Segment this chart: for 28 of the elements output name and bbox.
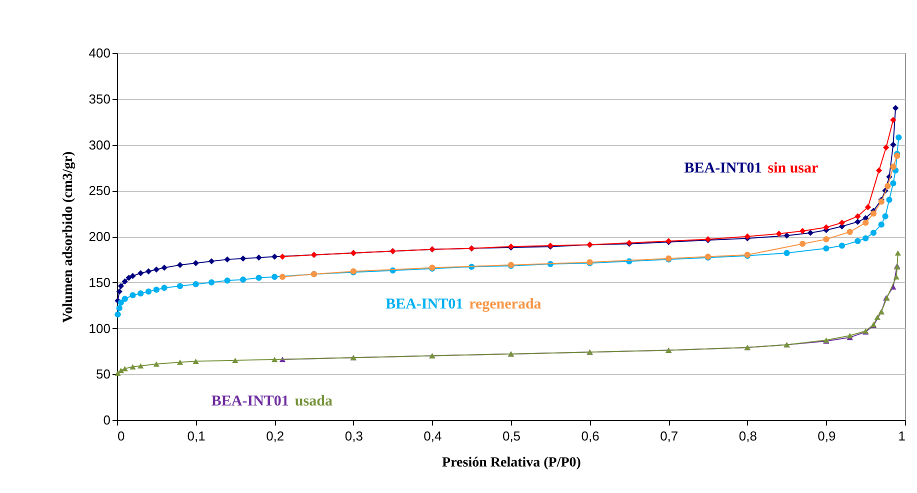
y-tick-label: 250: [88, 183, 110, 198]
text: regenerada: [469, 296, 542, 312]
x-tick-label: 0,7: [660, 428, 678, 444]
text: sin usar: [768, 160, 819, 177]
y-tick-label: 200: [88, 229, 110, 244]
x-tick-label: 1: [898, 428, 906, 444]
y-tick-label: 300: [88, 137, 110, 152]
x-tick-label: 0,9: [818, 428, 836, 444]
text: usada: [294, 394, 333, 410]
y-tick-label: 50: [96, 366, 110, 382]
text: BEA-INT01: [684, 160, 762, 177]
series-label: BEA-INT01: [386, 296, 464, 312]
x-tick-label: 0,3: [344, 428, 363, 444]
x-tick-label: 0,6: [581, 428, 600, 444]
x-tick-label: 0,4: [424, 428, 442, 444]
y-tick-label: 100: [88, 320, 110, 336]
y-tick-label: 400: [88, 46, 110, 60]
x-tick-label: 0,5: [502, 428, 521, 444]
x-tick-label: 0,8: [738, 428, 757, 444]
y-tick-label: 350: [88, 91, 110, 106]
x-tick-label: 0: [118, 428, 125, 444]
x-axis-title: Presión Relativa (P/P0): [442, 456, 582, 470]
text: BEA-INT01: [211, 394, 289, 410]
y-tick-label: 150: [88, 274, 110, 290]
x-tick-label: 0,2: [266, 428, 284, 444]
x-tick-label: 0,1: [187, 428, 206, 444]
y-axis-title: Volumen adsorbido (cm3/gr): [60, 150, 76, 323]
y-tick-label: 0: [103, 412, 110, 428]
